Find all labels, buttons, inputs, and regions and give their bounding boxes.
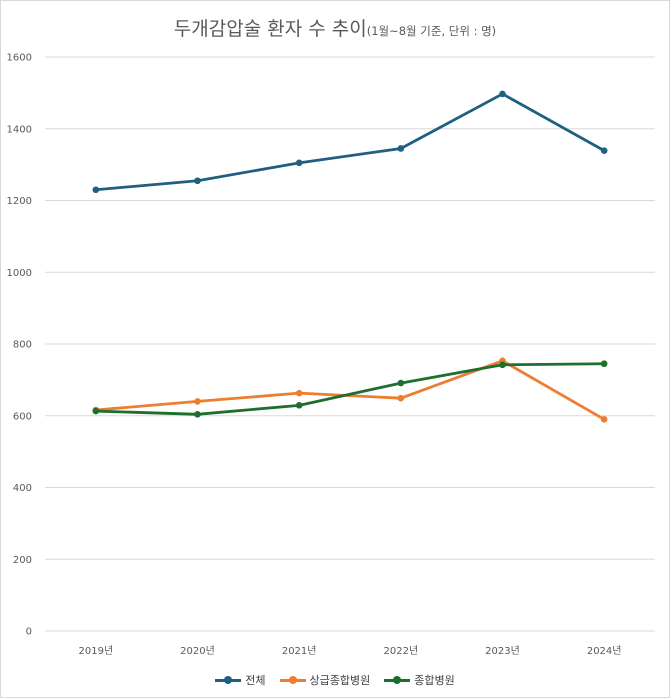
chart-title: 두개감압술 환자 수 추이(1월~8월 기준, 단위 : 명) — [0, 14, 670, 41]
series-line — [94, 92, 606, 192]
data-point — [397, 379, 405, 387]
data-point — [194, 177, 201, 185]
legend-label: 전체 — [245, 674, 266, 687]
data-point — [499, 90, 506, 98]
x-tick-label: 2022년 — [384, 645, 419, 657]
data-point — [600, 360, 608, 368]
legend-swatch — [384, 675, 411, 685]
x-tick-label: 2019년 — [79, 645, 114, 657]
data-point — [397, 145, 405, 152]
legend-label: 종합병원 — [414, 674, 455, 687]
data-point — [295, 402, 303, 409]
chart-subtitle: (1월~8월 기준, 단위 : 명) — [366, 24, 497, 38]
y-tick-label: 0 — [26, 627, 32, 638]
data-point — [92, 186, 100, 194]
y-tick-label: 600 — [13, 411, 32, 422]
x-tick-label: 2023년 — [485, 645, 520, 657]
data-point — [295, 159, 303, 167]
y-tick-label: 800 — [13, 340, 32, 351]
y-tick-label: 1200 — [7, 196, 32, 207]
legend-swatch — [215, 675, 242, 685]
legend-label: 상급종합병원 — [309, 674, 371, 687]
data-point — [92, 407, 100, 415]
data-point — [499, 361, 506, 369]
legend-item: 상급종합병원 — [279, 672, 371, 688]
legend-item: 전체 — [215, 672, 266, 688]
data-point — [397, 394, 405, 402]
legend-swatch — [279, 675, 306, 685]
y-tick-label: 1000 — [7, 268, 32, 279]
series-line — [94, 359, 606, 421]
data-point — [194, 398, 201, 405]
y-tick-label: 1400 — [7, 124, 32, 135]
data-point — [600, 416, 608, 423]
y-tick-label: 200 — [13, 555, 32, 566]
data-point — [600, 147, 608, 154]
chart-legend: 전체 상급종합병원 종합병원 — [0, 672, 670, 688]
y-tick-label: 1600 — [7, 53, 32, 64]
series-line — [94, 362, 606, 416]
data-point — [194, 411, 201, 418]
x-tick-label: 2021년 — [282, 645, 317, 657]
data-point — [295, 389, 303, 397]
x-tick-label: 2024년 — [587, 645, 622, 657]
legend-item: 종합병원 — [384, 672, 455, 688]
x-tick-label: 2020년 — [180, 645, 215, 657]
y-tick-label: 400 — [13, 483, 32, 494]
chart-title-main: 두개감압술 환자 수 추이 — [173, 18, 367, 40]
